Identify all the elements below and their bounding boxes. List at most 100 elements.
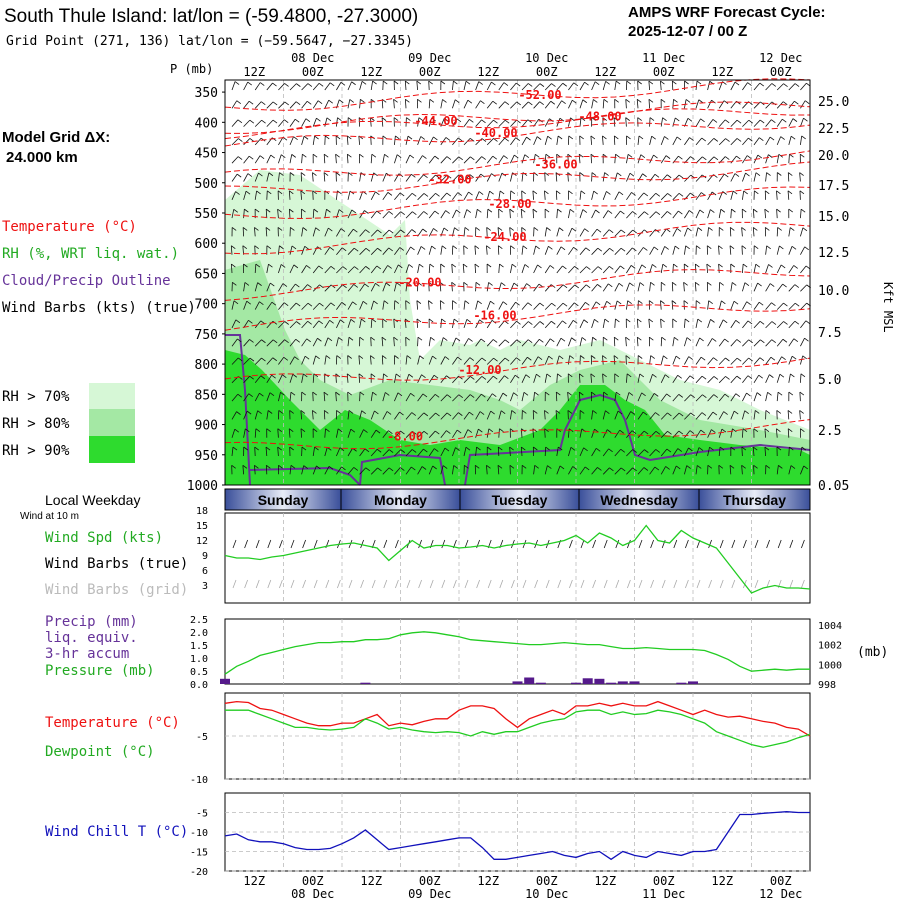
wind-barb — [382, 265, 388, 274]
wind-barb — [788, 373, 791, 383]
wind-barb — [451, 263, 453, 274]
wind-barb-flag — [638, 300, 643, 304]
wind-barb-flag — [523, 392, 529, 396]
precip-bar — [220, 678, 230, 684]
wind-barb — [359, 448, 366, 457]
wind-barb-flag — [360, 99, 365, 103]
wind-barb-flag — [641, 392, 646, 397]
wind-barb — [533, 321, 541, 329]
wind-barb-flag — [776, 446, 782, 451]
wind-barb-flag — [244, 282, 250, 286]
wind-barb-flag — [504, 375, 509, 380]
wind-barb-flag — [421, 466, 427, 470]
wind-barb-flag — [468, 338, 473, 342]
wind-barb-flag — [597, 467, 602, 471]
wind-barb — [382, 449, 390, 457]
wind-barb-flag — [539, 338, 544, 343]
wind-barb-flag — [729, 245, 735, 250]
wind-barb — [533, 374, 537, 383]
wind-barb-flag — [649, 117, 655, 121]
wind-barb — [486, 410, 492, 420]
wind-barb-flag — [698, 99, 704, 104]
wind-barb — [486, 320, 493, 329]
wind-barb — [555, 410, 558, 420]
wind-barb — [382, 411, 388, 420]
wind-barb-flag — [736, 119, 742, 124]
wind-barb — [637, 264, 643, 274]
wind-barb — [672, 375, 679, 384]
wind-barb-flag — [358, 373, 364, 378]
wind-barb — [776, 83, 784, 91]
wind-barb-grid — [464, 579, 469, 589]
wind-barb — [510, 154, 515, 164]
wind-barb-flag — [478, 428, 483, 433]
wind-barb-flag — [653, 393, 659, 397]
wind-barb-flag — [649, 300, 654, 304]
isotherm-label: -52.00 — [518, 88, 561, 102]
wind-barb-flag — [620, 247, 626, 252]
wind-barb-flag — [545, 446, 550, 451]
wind-barb — [497, 446, 500, 457]
wind-barb — [475, 447, 477, 457]
wind-barb — [730, 209, 732, 219]
wind-barb-flag — [383, 300, 389, 305]
wind-barb — [324, 302, 332, 310]
wind-barb-flag — [488, 282, 493, 286]
wind-barb — [486, 191, 491, 200]
wind-barb-flag — [249, 357, 255, 362]
wind-barb-flag — [787, 190, 793, 195]
wind-barb-true — [244, 539, 248, 549]
wind-barb — [404, 318, 407, 328]
wind-barb — [394, 467, 401, 475]
wind-barb — [707, 376, 715, 384]
wind-barb — [347, 301, 353, 310]
wind-barb-flag — [353, 247, 359, 252]
wind-barb — [289, 374, 294, 383]
wind-barb-flag — [236, 411, 241, 415]
wind-barb-flag — [418, 117, 424, 122]
wind-barb — [753, 119, 761, 127]
height-axis-label: Kft MSL — [881, 282, 895, 333]
wind-barb-grid — [487, 579, 492, 589]
wind-barb-flag — [502, 301, 508, 305]
wind-barb — [486, 138, 494, 146]
wind-barb-flag — [261, 119, 266, 124]
wind-barb-flag — [304, 245, 309, 250]
wind-barb — [765, 321, 773, 329]
wind-barb-flag — [709, 446, 714, 451]
wind-barb — [394, 154, 398, 164]
wind-barb — [707, 394, 715, 402]
wind-barb-flag — [497, 465, 503, 469]
wind-barb — [718, 119, 726, 127]
wind-barb — [440, 156, 448, 164]
wind-barb — [579, 228, 585, 237]
wind-barb-flag — [725, 376, 730, 380]
wind-barb-flag — [295, 283, 300, 288]
bottom-tick-label: 00Z — [536, 874, 558, 888]
wind-barb — [800, 284, 807, 292]
wind-barb — [695, 192, 702, 201]
wind-barb-flag — [238, 138, 243, 142]
wind-barb-flag — [277, 428, 283, 433]
wind-barb-flag — [396, 154, 402, 158]
wind-barb-flag — [317, 337, 322, 342]
wind-barb — [742, 339, 749, 347]
wind-barb-flag — [370, 336, 375, 341]
wind-barb-flag — [757, 154, 763, 159]
wind-barb-flag — [614, 98, 619, 103]
wind-barb — [475, 173, 482, 182]
wind-barb-flag — [456, 209, 461, 214]
wind-barb — [579, 302, 586, 310]
wind-barb-flag — [648, 99, 654, 103]
wind-barb-flag — [284, 321, 289, 325]
wind-barb — [544, 227, 547, 237]
wind-barb-flag — [701, 412, 707, 416]
wind-barb-flag — [521, 190, 526, 195]
wind-barb-flag — [544, 208, 550, 213]
wind-barb — [591, 81, 596, 91]
wind-barb-flag — [464, 227, 470, 231]
wind-barb-flag — [234, 81, 240, 85]
wind-barb — [323, 154, 326, 164]
wind-barb-flag — [620, 448, 626, 453]
wind-barb — [370, 154, 373, 164]
